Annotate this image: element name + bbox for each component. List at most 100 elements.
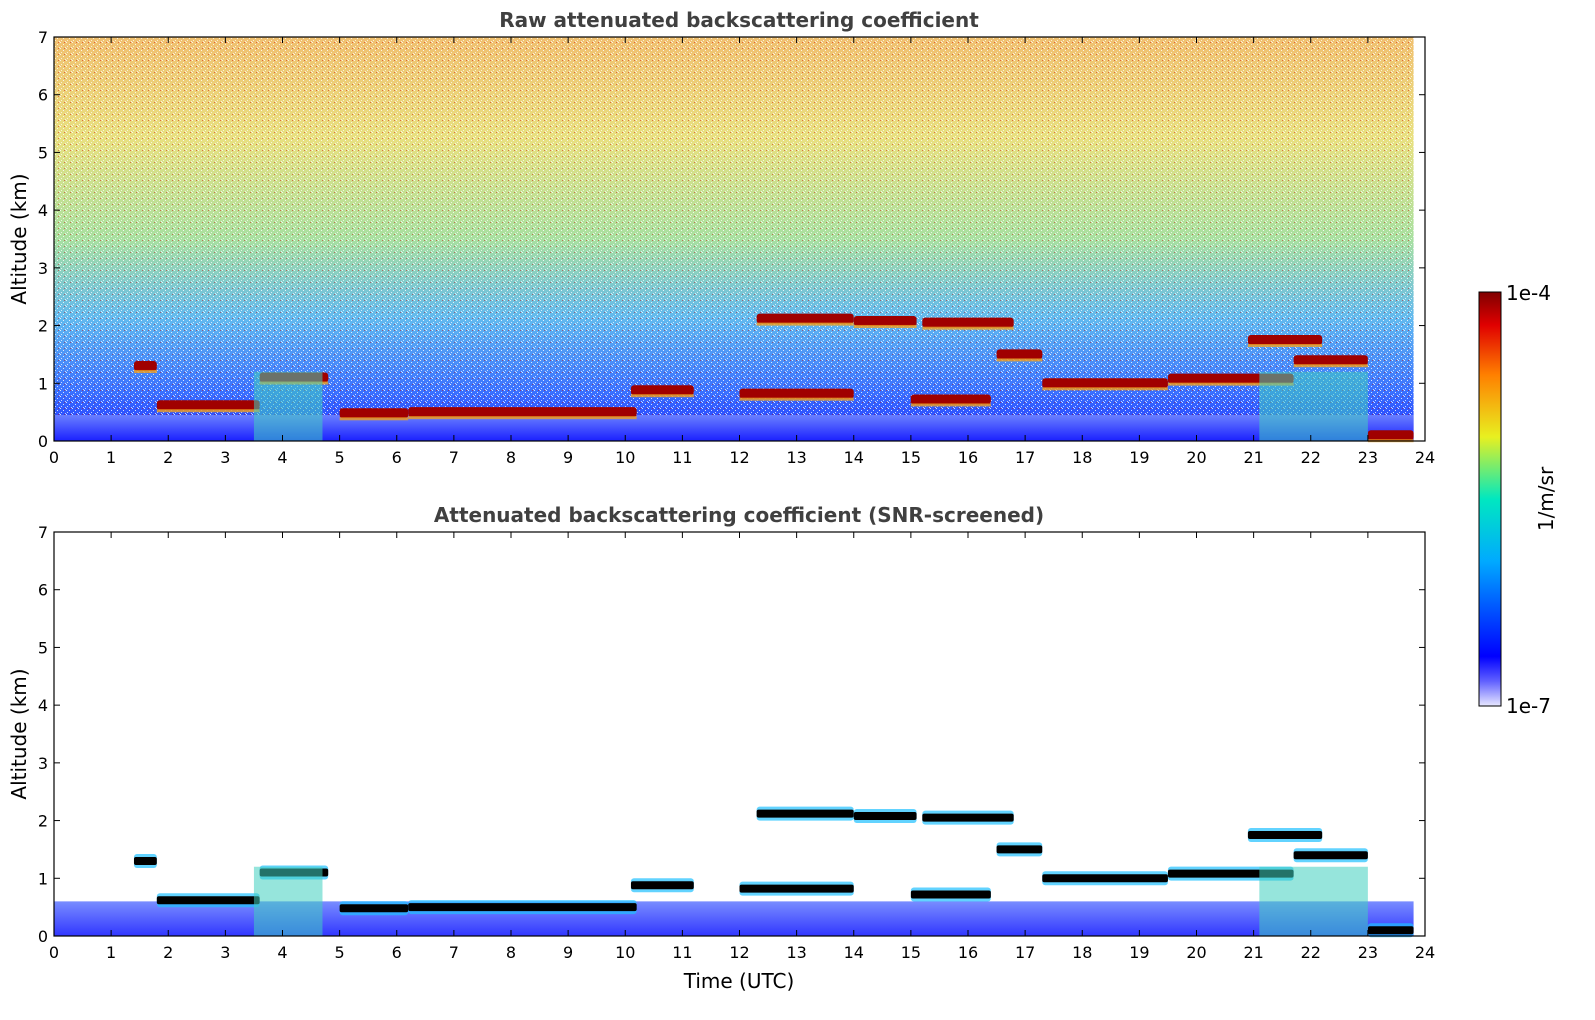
colorbar-min-label: 1e-7: [1506, 694, 1551, 718]
y-tick-label: 7: [38, 28, 48, 47]
x-tick-label: 5: [335, 943, 345, 962]
x-tick-label: 7: [449, 943, 459, 962]
colorbar-unit-label: 1/m/sr: [1534, 466, 1558, 531]
x-tick-label: 6: [392, 448, 402, 467]
cloud-layer-edge: [1167, 382, 1294, 386]
cloud-layer: [996, 349, 1043, 360]
x-tick-label: 18: [1072, 448, 1092, 467]
x-tick-label: 21: [1243, 448, 1263, 467]
x-tick-label: 11: [672, 448, 692, 467]
x-tick-label: 4: [277, 448, 287, 467]
y-tick-label: 3: [38, 259, 48, 278]
x-tick-label: 14: [844, 943, 864, 962]
cloud-layer-edge: [133, 369, 157, 373]
cloud-layer-edge: [996, 358, 1043, 362]
cloud-layer: [339, 904, 409, 913]
cloud-layer: [133, 360, 157, 371]
cloud-layer: [408, 407, 637, 418]
cloud-layer: [996, 845, 1043, 854]
cloud-layer: [408, 903, 637, 912]
x-tick-label: 11: [672, 943, 692, 962]
cloud-layer: [1367, 926, 1414, 935]
x-tick-label: 24: [1415, 448, 1435, 467]
colorbar: 1e-4 1e-7 1/m/sr: [1478, 281, 1558, 718]
cloud-layer: [1042, 874, 1168, 883]
x-tick-label: 20: [1186, 448, 1206, 467]
x-tick-label: 14: [844, 448, 864, 467]
cloud-layer-edge: [1042, 387, 1168, 391]
cloud-layer: [1247, 831, 1323, 839]
cloud-layer: [739, 388, 854, 399]
cloud-layer: [630, 385, 694, 396]
x-tick-label: 18: [1072, 943, 1092, 962]
x-tick-label: 8: [506, 448, 516, 467]
x-tick-label: 8: [506, 943, 516, 962]
y-tick-label: 4: [38, 696, 48, 715]
cloud-layer-edge: [1247, 344, 1323, 347]
x-tick-label: 15: [901, 943, 921, 962]
x-tick-label: 17: [1015, 943, 1035, 962]
cloud-layer: [156, 400, 260, 411]
x-tick-label: 24: [1415, 943, 1435, 962]
aerosol-column: [1259, 866, 1368, 936]
cloud-layer: [756, 809, 854, 818]
top-y-axis-label: Altitude (km): [7, 173, 31, 304]
x-tick-label: 13: [786, 448, 806, 467]
snr-screened-panel: Attenuated backscattering coefficient (S…: [7, 503, 1435, 993]
y-tick-label: 1: [38, 869, 48, 888]
cloud-layer: [853, 811, 917, 820]
top-panel-title: Raw attenuated backscattering coefficien…: [499, 8, 979, 32]
cloud-layer: [1293, 851, 1368, 860]
cloud-layer: [156, 896, 260, 905]
x-tick-label: 9: [563, 943, 573, 962]
x-tick-label: 15: [901, 448, 921, 467]
colorbar-gradient: [1478, 291, 1502, 707]
y-tick-label: 2: [38, 812, 48, 831]
x-tick-label: 22: [1301, 448, 1321, 467]
x-tick-label: 1: [106, 448, 116, 467]
x-tick-label: 3: [220, 448, 230, 467]
aerosol-column: [1259, 371, 1368, 441]
top-x-axis: 0 1 2 3 4 5 6 7 8 9 10 11 12 13 14 15 16 17 18 19 20 21 22 23 24: [49, 37, 1435, 467]
cloud-layer-edge: [922, 326, 1014, 330]
cloud-layer: [1042, 378, 1168, 389]
y-tick-label: 7: [38, 523, 48, 542]
y-tick-label: 2: [38, 317, 48, 336]
cloud-layer-edge: [756, 322, 854, 326]
x-tick-label: 6: [392, 943, 402, 962]
y-tick-label: 6: [38, 86, 48, 105]
x-tick-label: 10: [615, 943, 635, 962]
x-tick-label: 13: [786, 943, 806, 962]
x-axis-label: Time (UTC): [683, 969, 795, 993]
cloud-layer: [739, 884, 854, 893]
cloud-layer: [339, 408, 409, 419]
cloud-layer: [756, 313, 854, 324]
raw-backscatter-heatmap: [54, 37, 1414, 443]
x-tick-label: 0: [49, 943, 59, 962]
raw-backscatter-panel: Raw attenuated backscattering coefficien…: [7, 8, 1435, 467]
x-tick-label: 22: [1301, 943, 1321, 962]
x-tick-label: 17: [1015, 448, 1035, 467]
cloud-layer-edge: [156, 409, 260, 413]
cloud-layer: [922, 317, 1014, 328]
x-tick-label: 12: [729, 943, 749, 962]
x-tick-label: 2: [163, 943, 173, 962]
x-tick-label: 4: [277, 943, 287, 962]
x-tick-label: 19: [1129, 448, 1149, 467]
cloud-layer: [1247, 335, 1323, 345]
cloud-layer: [853, 315, 917, 326]
y-tick-label: 3: [38, 754, 48, 773]
x-tick-label: 2: [163, 448, 173, 467]
x-tick-label: 12: [729, 448, 749, 467]
x-tick-label: 1: [106, 943, 116, 962]
aerosol-column: [253, 866, 323, 936]
cloud-layer: [1367, 430, 1414, 441]
bottom-y-axis: 0 1 2 3 4 5 6 7: [38, 523, 1425, 946]
snr-screened-heatmap: [54, 806, 1414, 938]
cloud-layer-edge: [630, 394, 694, 398]
x-tick-label: 19: [1129, 943, 1149, 962]
cloud-layer: [1293, 355, 1368, 366]
y-tick-label: 4: [38, 201, 48, 220]
bottom-x-axis: 0 1 2 3 4 5 6 7 8 9 10 11 12 13 14 15 16 17 18 19 20 21 22 23 24: [49, 532, 1435, 962]
